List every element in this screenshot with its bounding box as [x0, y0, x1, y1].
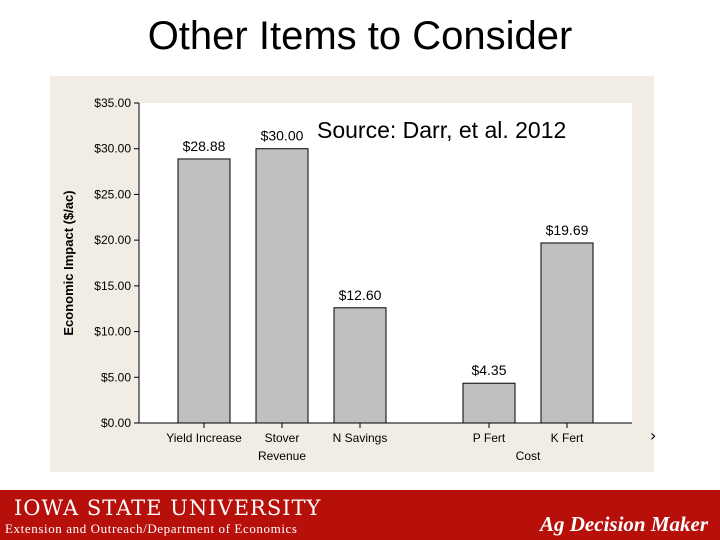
- ag-decision-maker-logo: Ag Decision Maker: [540, 512, 708, 536]
- slide-title: Other Items to Consider: [147, 14, 573, 58]
- x-tick-label: Stover: [265, 431, 300, 445]
- chevron-right-icon: ›: [650, 426, 657, 445]
- y-tick-label: $10.00: [94, 325, 131, 339]
- footer-subtitle: Extension and Outreach/Department of Eco…: [5, 521, 298, 536]
- y-axis-label: Economic Impact ($/ac): [61, 190, 76, 335]
- bar: [255, 148, 309, 424]
- x-tick-label: P Fert: [473, 431, 506, 445]
- bar: [333, 307, 387, 424]
- group-label: Cost: [516, 449, 541, 463]
- data-label: $28.88: [183, 138, 226, 154]
- data-label: $30.00: [261, 128, 304, 144]
- data-label: $12.60: [339, 287, 382, 303]
- data-label: $19.69: [546, 222, 589, 238]
- source-note: Source: Darr, et al. 2012: [313, 116, 571, 144]
- group-label: Revenue: [258, 449, 306, 463]
- y-tick-label: $15.00: [94, 279, 131, 293]
- y-tick-label: $25.00: [94, 187, 131, 201]
- x-tick-label: K Fert: [551, 431, 584, 445]
- bar: [462, 382, 516, 424]
- footer-bar: [0, 490, 720, 540]
- bar: [540, 242, 594, 424]
- y-tick-label: $35.00: [94, 96, 131, 110]
- y-tick-label: $0.00: [101, 416, 131, 430]
- y-tick-label: $5.00: [101, 370, 131, 384]
- bar: [177, 158, 231, 424]
- y-tick-label: $20.00: [94, 233, 131, 247]
- university-wordmark: IOWA STATE UNIVERSITY: [14, 496, 322, 520]
- y-tick-label: $30.00: [94, 142, 131, 156]
- bar-chart: $0.00 $5.00 $10.00 $15.00 $20.00 $25.00 $30.00…: [61, 96, 632, 463]
- x-tick-label: Yield Increase: [166, 431, 242, 445]
- data-label: $4.35: [471, 362, 506, 378]
- x-tick-label: N Savings: [333, 431, 388, 445]
